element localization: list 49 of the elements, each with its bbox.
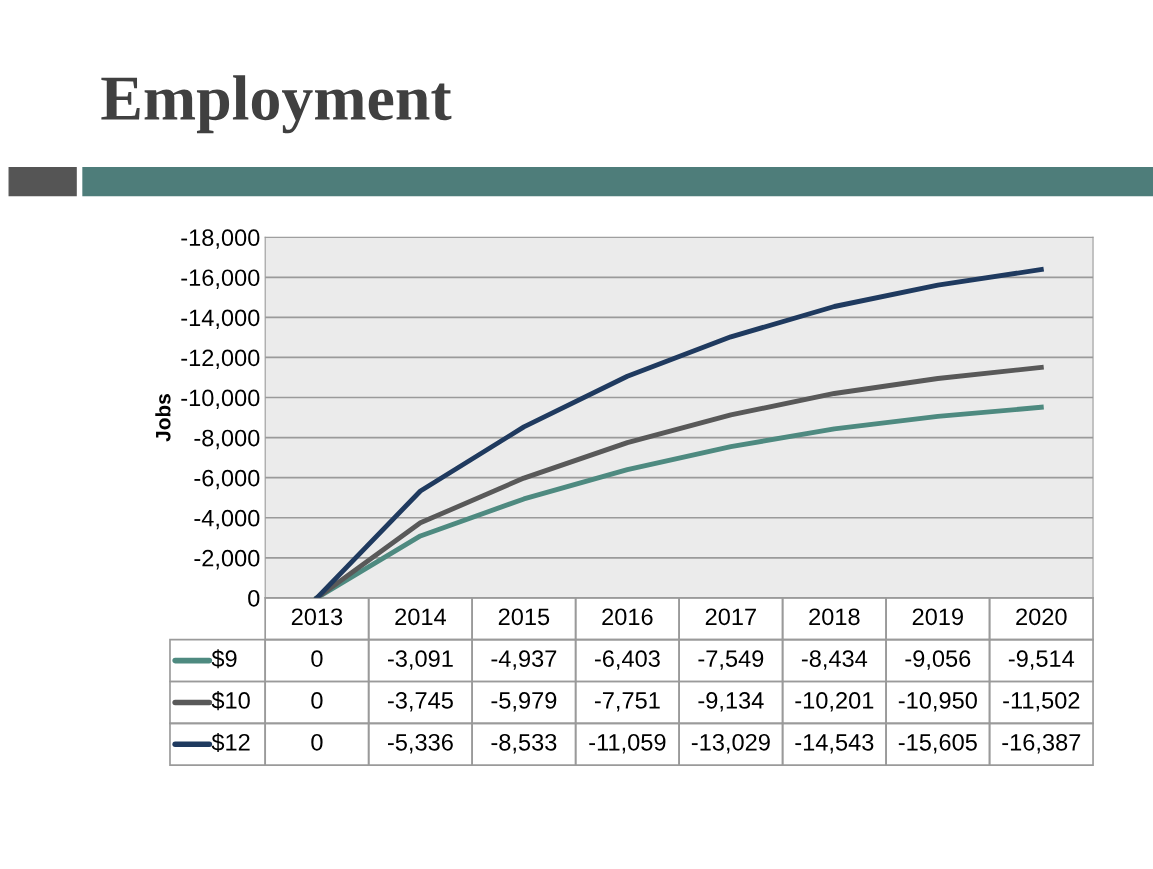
x-tick-label: 2020 [1016,608,1067,626]
data-label: -4,937 [491,650,557,670]
data-label: -5,336 [387,733,453,754]
data-label: -11,059 [589,733,666,754]
y-tick-label: -18,000 [181,229,260,249]
y-tick-label: -4,000 [194,509,260,530]
legend-label: $9 [211,649,237,669]
data-label: -10,950 [898,692,977,712]
y-tick-label: -12,000 [181,349,260,370]
line-series [314,267,1044,598]
y-tick-label: -8,000 [194,429,260,450]
data-label: -11,502 [1003,692,1080,712]
x-tick-label: 2016 [602,608,653,626]
data-label: -3,745 [387,692,453,712]
data-label: -5,979 [491,692,557,712]
data-label: -8,533 [491,733,557,754]
data-label: -9,056 [905,650,971,670]
x-tick-label: 2015 [498,608,550,626]
line-series [314,404,1044,598]
data-label: -6,403 [594,650,660,670]
legend-label: $12 [211,732,250,753]
data-label: -13,029 [691,733,770,754]
data-label: -9,134 [698,692,764,712]
data-label: -9,514 [1008,650,1075,670]
data-label: 0 [311,733,323,751]
data-label: -7,549 [698,650,764,670]
data-label: -7,751 [594,692,660,712]
x-tick-label: 2014 [395,608,446,626]
x-tick-label: 2018 [809,608,860,626]
y-tick-label: -6,000 [194,469,260,490]
y-tick-label: -10,000 [181,389,260,410]
y-axis-title: Jobs [155,394,171,442]
data-label: -3,091 [387,650,453,670]
y-tick-label: -14,000 [181,309,260,329]
y-tick-label: 0 [248,589,260,607]
data-label: -14,543 [795,733,874,754]
data-label: 0 [311,650,323,667]
data-label: -15,605 [898,733,977,754]
y-tick-label: -16,000 [181,269,260,289]
chart-title: Employment [101,75,452,134]
y-tick-label: -2,000 [194,549,260,570]
data-label: -8,434 [801,650,868,670]
x-tick-label: 2019 [912,608,963,626]
x-tick-label: 2017 [705,608,756,626]
legend-label: $10 [211,691,250,711]
data-label: 0 [311,692,323,709]
data-label: -10,201 [795,692,874,712]
data-label: -16,387 [1002,733,1081,754]
x-tick-label: 2013 [291,608,343,626]
